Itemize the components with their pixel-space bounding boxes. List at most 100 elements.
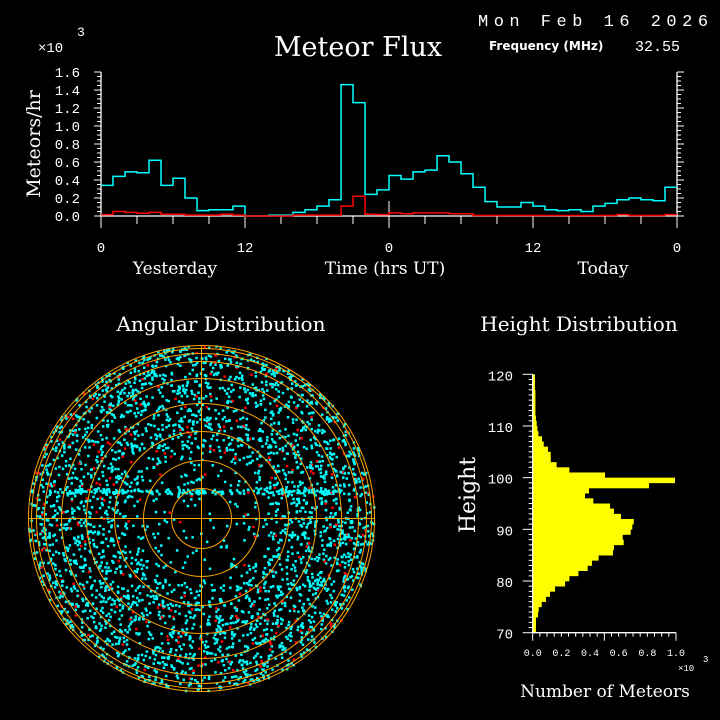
meteor-point	[281, 578, 284, 581]
meteor-point	[193, 468, 196, 472]
meteor-point	[160, 553, 163, 557]
meteor-point	[244, 621, 247, 625]
meteor-point	[130, 446, 134, 449]
meteor-point	[203, 643, 207, 647]
meteor-point	[306, 523, 310, 526]
meteor-point	[292, 658, 296, 661]
meteor-point	[294, 384, 298, 388]
meteor-point	[133, 432, 137, 436]
meteor-point	[180, 596, 183, 599]
meteor-point	[159, 391, 162, 395]
meteor-point	[193, 463, 196, 467]
meteor-point	[291, 583, 294, 587]
meteor-point	[105, 389, 109, 393]
meteor-point	[181, 632, 185, 635]
meteor-point	[114, 555, 117, 558]
meteor-point	[236, 669, 239, 672]
meteor-point	[299, 653, 303, 656]
meteor-point	[241, 416, 245, 419]
meteor-point	[238, 371, 242, 375]
meteor-point	[193, 614, 197, 617]
meteor-point	[311, 605, 314, 608]
meteor-point	[169, 647, 173, 651]
height-bar	[532, 446, 549, 453]
meteor-point	[117, 467, 120, 471]
meteor-point	[184, 614, 188, 618]
meteor-point	[262, 397, 266, 401]
meteor-point	[332, 492, 335, 496]
meteor-point	[286, 415, 290, 419]
meteor-point	[148, 373, 151, 377]
meteor-point	[275, 555, 279, 558]
meteor-point	[325, 441, 328, 444]
meteor-point	[177, 640, 180, 644]
meteor-point	[41, 478, 44, 481]
meteor-point	[252, 532, 256, 536]
meteor-point	[230, 438, 234, 442]
meteor-point	[319, 486, 323, 490]
meteor-point	[288, 489, 291, 493]
meteor-point	[298, 555, 301, 559]
meteor-point	[265, 573, 268, 576]
meteor-point	[131, 447, 134, 451]
meteor-point	[327, 558, 331, 561]
meteor-point	[360, 568, 364, 572]
meteor-point	[267, 496, 270, 499]
meteor-point	[109, 615, 112, 619]
meteor-point	[274, 510, 278, 513]
meteor-point	[123, 470, 127, 473]
meteor-point	[264, 518, 267, 522]
flux-y-axis-label: Meteors/hr	[23, 89, 45, 197]
meteor-point	[306, 420, 309, 424]
meteor-point	[202, 439, 206, 442]
meteor-point	[184, 405, 187, 409]
meteor-point	[219, 347, 222, 350]
meteor-point	[109, 583, 113, 586]
meteor-point	[172, 429, 176, 433]
meteor-point	[84, 609, 87, 613]
meteor-point	[346, 577, 350, 581]
meteor-point	[133, 370, 137, 373]
meteor-point	[162, 604, 165, 608]
meteor-point	[319, 475, 323, 478]
meteor-point	[143, 447, 146, 450]
meteor-point	[160, 642, 164, 645]
meteor-point	[240, 357, 243, 361]
meteor-point	[195, 373, 199, 377]
meteor-point	[344, 542, 348, 546]
meteor-point	[183, 561, 187, 564]
meteor-point	[169, 491, 172, 495]
meteor-point	[181, 384, 185, 387]
meteor-point	[346, 586, 350, 590]
meteor-point	[111, 538, 114, 541]
meteor-point	[112, 404, 115, 408]
meteor-point	[134, 388, 138, 392]
meteor-point	[287, 623, 290, 627]
meteor-point	[230, 676, 234, 679]
meteor-point	[310, 557, 313, 561]
meteor-point	[101, 380, 104, 383]
meteor-point	[148, 479, 152, 483]
meteor-point	[71, 429, 75, 433]
meteor-point	[338, 506, 342, 510]
meteor-point	[259, 655, 263, 659]
height-bar	[532, 441, 544, 447]
meteor-point	[296, 465, 300, 469]
meteor-point	[207, 382, 210, 385]
meteor-point	[248, 599, 251, 602]
meteor-point	[186, 380, 190, 384]
meteor-point	[239, 362, 242, 366]
meteor-point	[218, 449, 222, 453]
meteor-point	[177, 583, 180, 587]
meteor-point	[217, 648, 220, 651]
meteor-point	[351, 526, 354, 529]
meteor-point	[184, 621, 188, 625]
meteor-point	[303, 535, 307, 538]
meteor-point	[138, 498, 142, 501]
meteor-point	[242, 620, 246, 623]
meteor-point	[266, 665, 269, 668]
meteor-point	[263, 566, 267, 570]
meteor-point	[252, 566, 255, 569]
meteor-point	[234, 457, 237, 460]
meteor-point	[246, 673, 249, 676]
